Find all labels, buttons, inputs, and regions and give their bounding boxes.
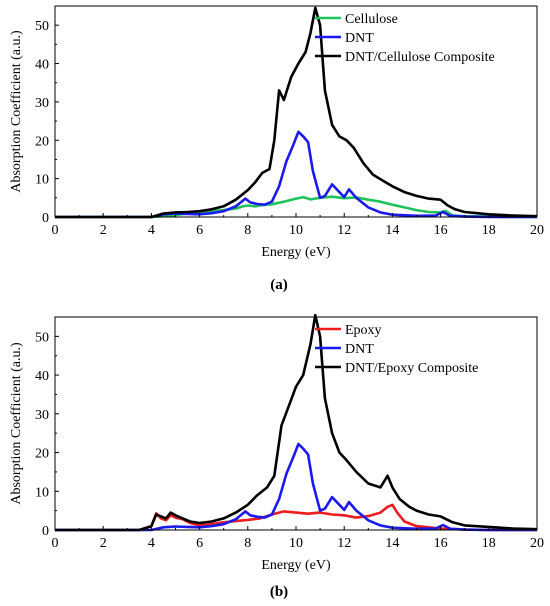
x-tick-label: 10 <box>289 536 303 551</box>
x-tick-label: 4 <box>148 223 155 238</box>
y-tick-label: 20 <box>35 447 49 462</box>
x-tick-label: 18 <box>482 536 496 551</box>
plot-frame <box>54 316 538 531</box>
y-tick-label: 40 <box>35 58 49 73</box>
legend-label: DNT/Cellulose Composite <box>345 50 495 65</box>
y-tick-label: 30 <box>35 408 49 423</box>
chart-panel-a: 0 2 4 6 8 10 12 14 16 18 20 0 10 20 30 40 50 Energy (eV) A… <box>9 5 544 293</box>
legend-label: Epoxy <box>345 323 382 338</box>
legend-label: Cellulose <box>345 12 398 27</box>
y-tick-label: 0 <box>42 211 49 226</box>
series-line-dnt-epoxy-composite <box>55 313 538 532</box>
y-axis-label: Absorption Coefficient (a.u.) <box>9 30 24 193</box>
plot-frame <box>54 5 538 218</box>
x-tick-label: 10 <box>289 223 303 238</box>
x-tick-label: 6 <box>196 536 203 551</box>
panel-label: (b) <box>270 584 288 600</box>
x-tick-label: 4 <box>148 536 155 551</box>
x-tick-label: 20 <box>530 223 544 238</box>
x-tick-label: 16 <box>434 223 448 238</box>
x-tick-label: 16 <box>434 536 448 551</box>
x-tick-label: 2 <box>100 536 107 551</box>
y-tick-label: 30 <box>35 96 49 111</box>
x-tick-label: 6 <box>196 223 203 238</box>
x-tick-label: 12 <box>337 536 351 551</box>
y-tick-label: 10 <box>35 173 49 188</box>
legend-label: DNT <box>345 342 374 357</box>
x-axis-label: Energy (eV) <box>261 558 331 573</box>
y-tick-label: 50 <box>35 19 49 34</box>
x-tick-label: 14 <box>385 223 399 238</box>
legend: Epoxy DNT DNT/Epoxy Composite <box>315 323 478 376</box>
series-line-dnt <box>55 442 537 532</box>
y-tick-label: 10 <box>35 485 49 500</box>
x-tick-label: 2 <box>100 223 107 238</box>
panel-label: (a) <box>270 277 288 293</box>
x-tick-label: 8 <box>244 223 251 238</box>
x-tick-label: 0 <box>52 223 59 238</box>
series-line-dnt <box>55 130 537 219</box>
x-tick-label: 18 <box>482 223 496 238</box>
y-tick-label: 40 <box>35 369 49 384</box>
y-tick-label: 20 <box>35 134 49 149</box>
x-tick-label: 8 <box>244 536 251 551</box>
x-tick-label: 0 <box>52 536 59 551</box>
chart-panel-b: 0 2 4 6 8 10 12 14 16 18 20 0 10 20 30 40 50 Energy (eV) A… <box>9 313 544 600</box>
y-axis-label: Absorption Coefficient (a.u.) <box>9 342 24 505</box>
x-tick-label: 14 <box>385 536 399 551</box>
legend-label: DNT <box>345 31 374 46</box>
legend-label: DNT/Epoxy Composite <box>345 361 478 376</box>
x-tick-label: 20 <box>530 536 544 551</box>
x-tick-label: 12 <box>337 223 351 238</box>
series-line-dnt-cellulose-composite <box>55 6 538 219</box>
x-axis-label: Energy (eV) <box>261 245 331 260</box>
series-line-epoxy <box>55 503 537 532</box>
y-tick-label: 0 <box>42 524 49 539</box>
legend: Cellulose DNT DNT/Cellulose Composite <box>315 12 495 65</box>
y-tick-label: 50 <box>35 330 49 345</box>
